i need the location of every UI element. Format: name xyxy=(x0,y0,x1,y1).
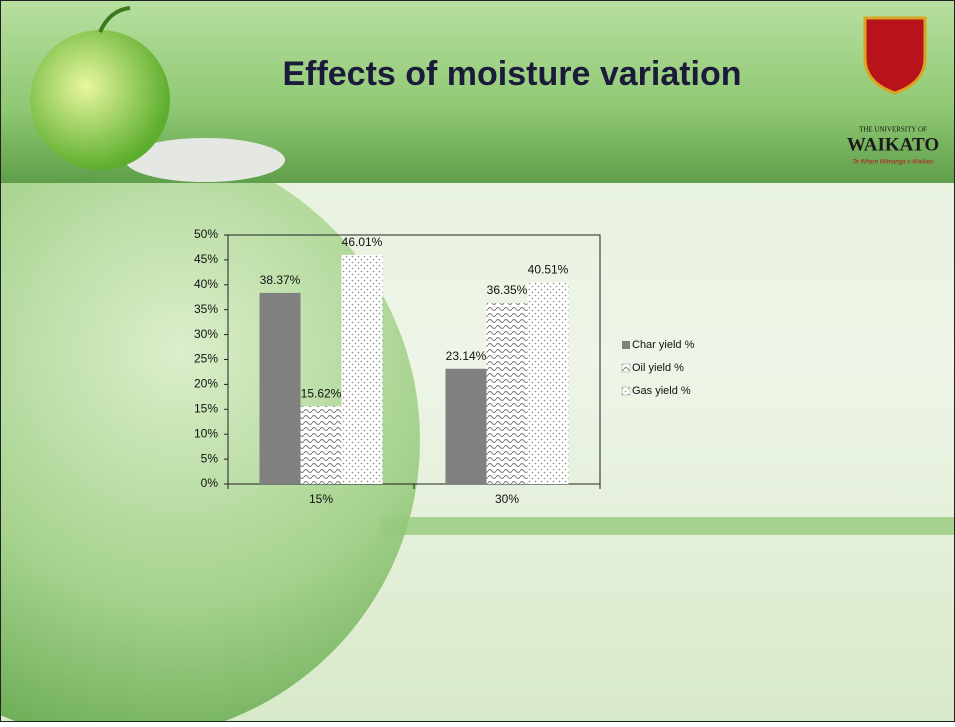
value-label: 38.37% xyxy=(260,273,301,287)
bar xyxy=(487,303,528,484)
chart-title: Effects of moisture variation xyxy=(282,55,741,93)
y-tick-label: 0% xyxy=(201,476,219,490)
y-tick-label: 30% xyxy=(194,327,218,341)
legend-swatch xyxy=(622,387,630,395)
y-tick-label: 35% xyxy=(194,302,218,316)
y-tick-label: 15% xyxy=(194,401,218,415)
y-tick-label: 5% xyxy=(201,451,219,465)
logo-motto: Te Whare Wānanga o Waikato xyxy=(852,160,934,166)
value-label: 15.62% xyxy=(301,386,342,400)
slide: THE UNIVERSITY OF WAIKATO Te Whare Wānan… xyxy=(0,0,955,722)
bar xyxy=(342,255,383,484)
logo-line: THE UNIVERSITY OF xyxy=(859,126,927,134)
x-tick-label: 30% xyxy=(495,492,519,506)
apple-logo xyxy=(30,30,170,170)
y-tick-label: 20% xyxy=(194,377,218,391)
legend-label: Gas yield % xyxy=(632,385,691,397)
y-tick-label: 10% xyxy=(194,426,218,440)
legend-label: Char yield % xyxy=(632,339,695,351)
bar xyxy=(528,282,569,484)
crest xyxy=(865,18,925,93)
legend-swatch xyxy=(622,364,630,372)
y-tick-label: 50% xyxy=(194,227,218,241)
legend-label: Oil yield % xyxy=(632,362,684,374)
value-label: 23.14% xyxy=(446,349,487,363)
value-label: 36.35% xyxy=(487,283,528,297)
value-label: 40.51% xyxy=(528,262,569,276)
logo-name: WAIKATO xyxy=(847,134,939,155)
legend-swatch xyxy=(622,341,630,349)
stripe xyxy=(380,517,955,535)
x-tick-label: 15% xyxy=(309,492,333,506)
bar xyxy=(260,293,301,484)
y-tick-label: 25% xyxy=(194,352,218,366)
bar xyxy=(446,369,487,484)
y-tick-label: 45% xyxy=(194,252,218,266)
y-tick-label: 40% xyxy=(194,277,218,291)
bar xyxy=(301,406,342,484)
value-label: 46.01% xyxy=(342,235,383,249)
